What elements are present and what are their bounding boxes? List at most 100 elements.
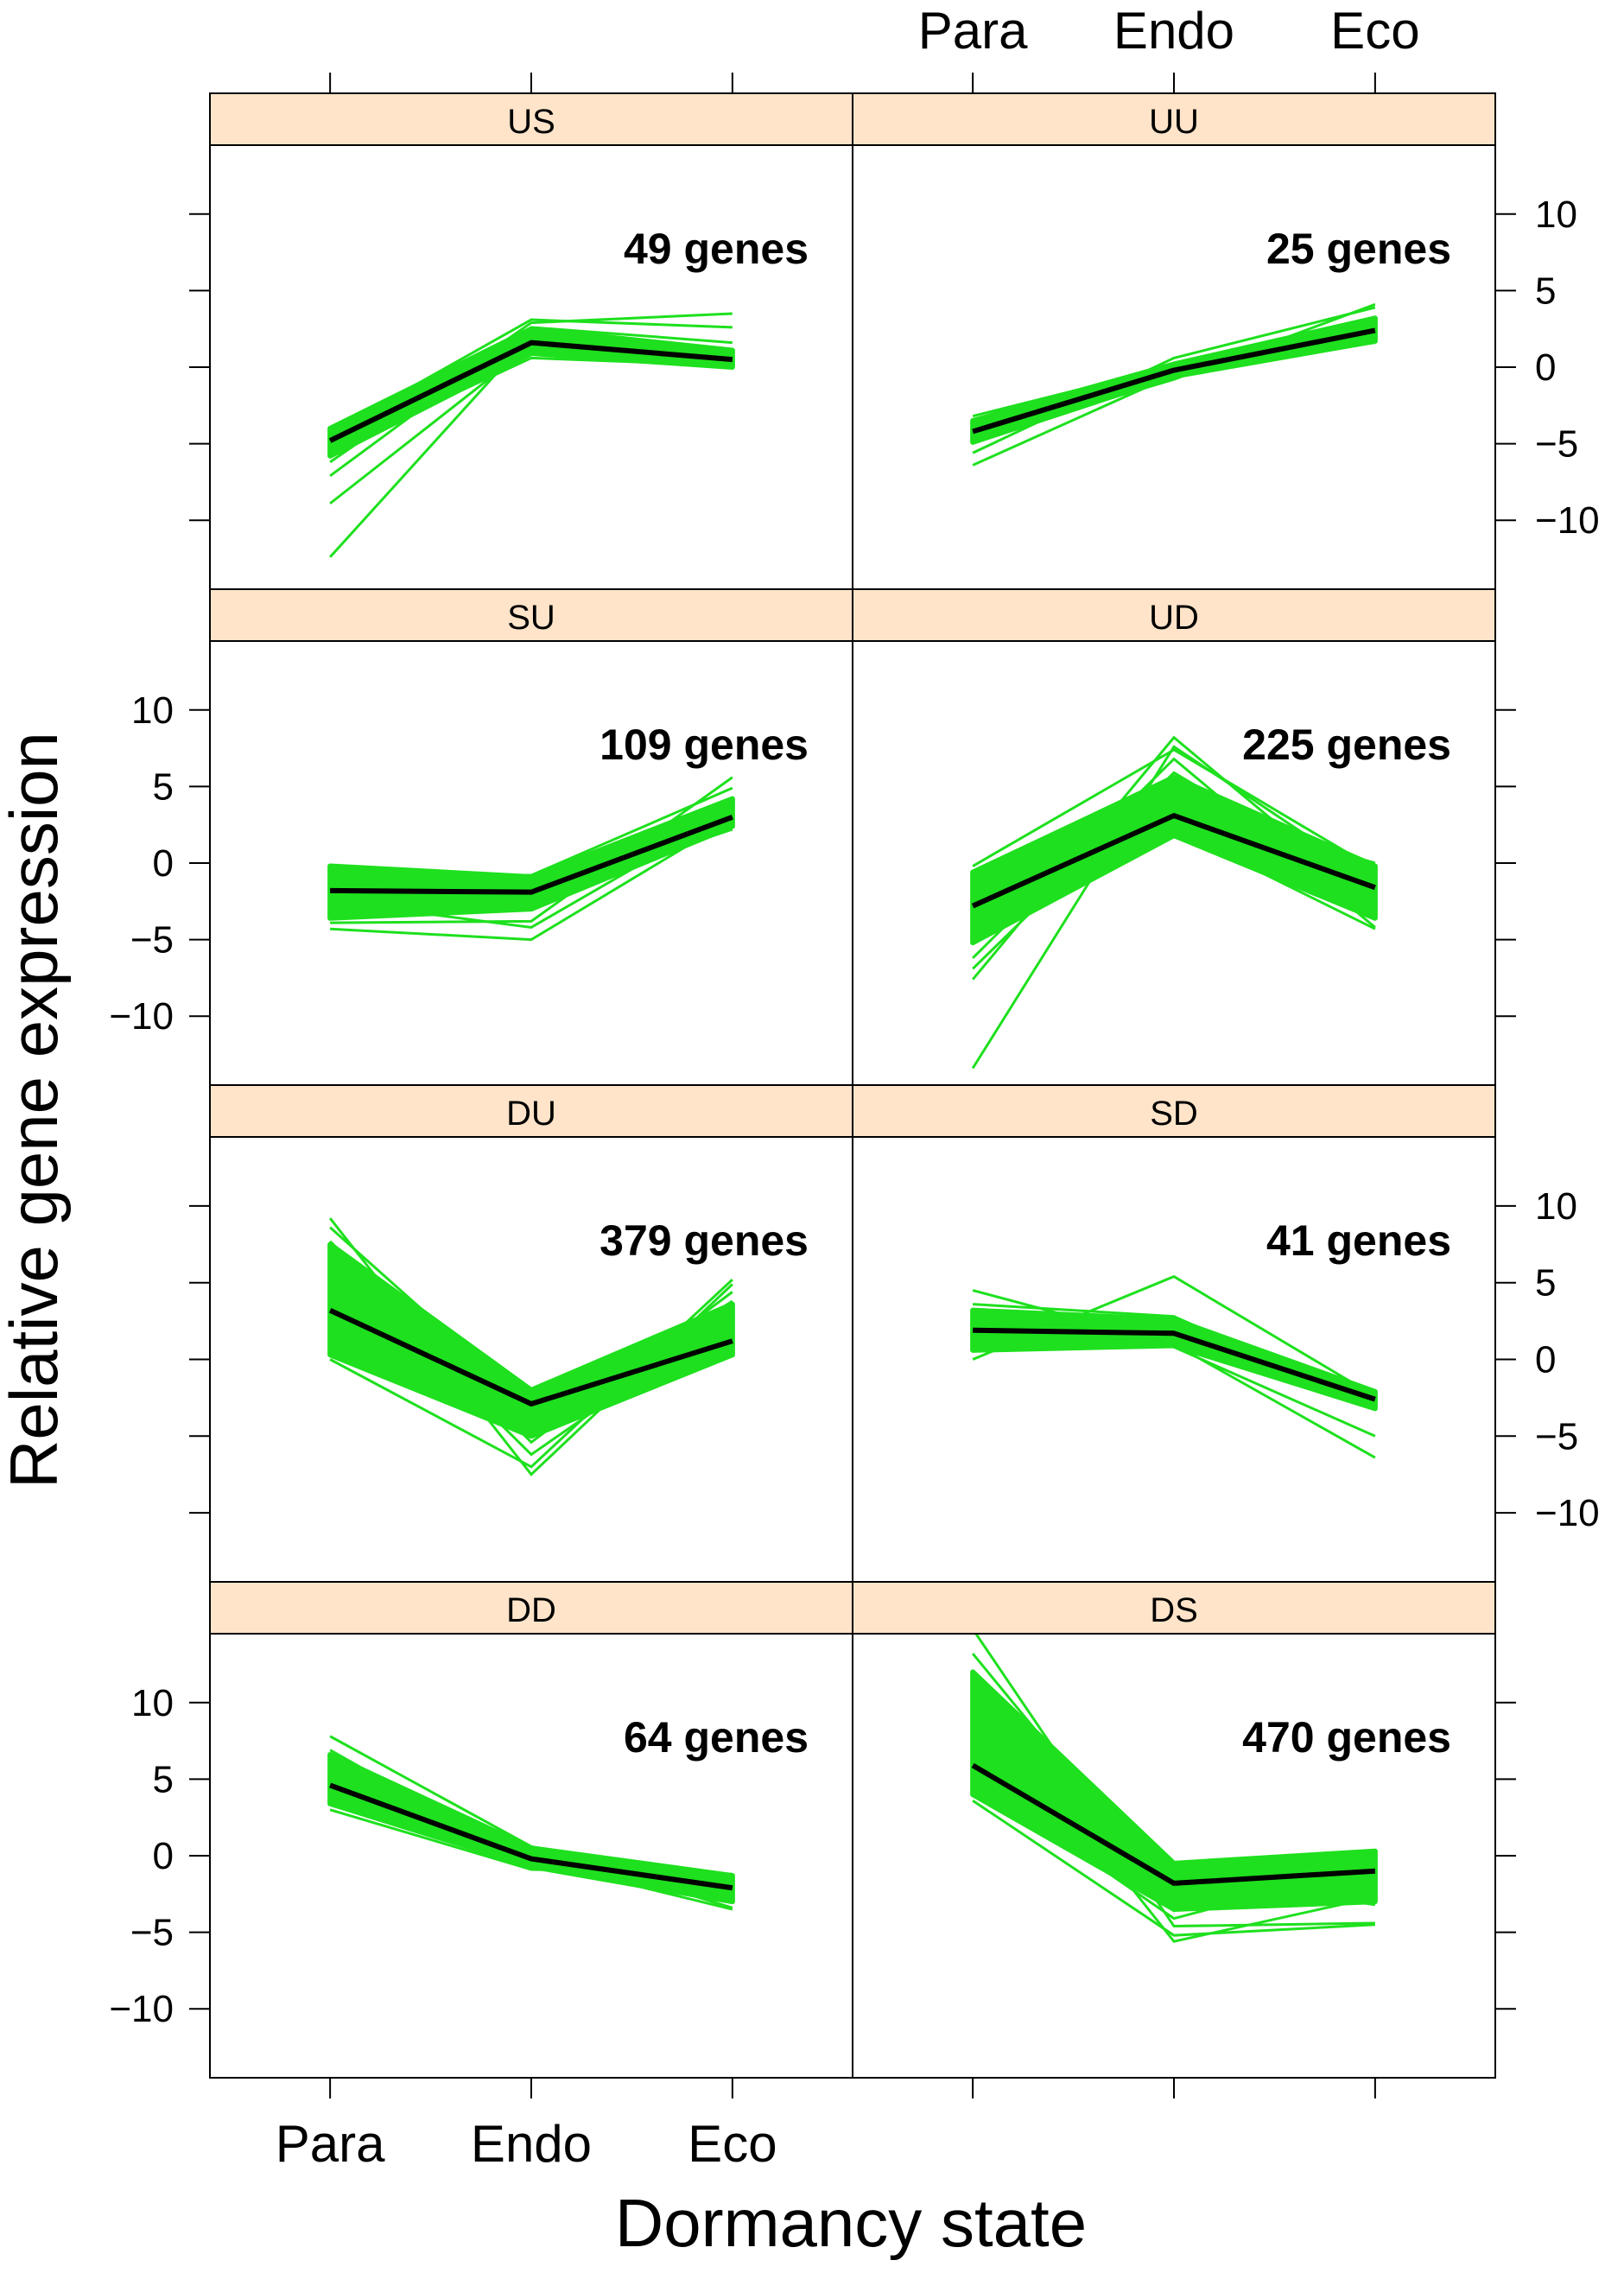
gene-count-DS: 470 genes (1242, 1713, 1451, 1762)
plot-area (970, 302, 1378, 467)
gene-line (971, 745, 1376, 1070)
gene-line (972, 341, 1376, 418)
strip-label-US: US (507, 103, 555, 141)
gene-line (971, 1653, 1376, 1901)
left-y-tick-label: −10 (109, 1988, 174, 2030)
gene-line (972, 748, 1376, 871)
right-y-tick-label: 0 (1535, 346, 1556, 389)
gene-count-UU: 25 genes (1266, 225, 1451, 273)
panel-SD: SD 41 genes (852, 1084, 1496, 1583)
gene-line (330, 817, 733, 942)
strip-label-UD: UD (1149, 599, 1199, 637)
strip-label-DD: DD (506, 1591, 556, 1629)
gene-line (972, 333, 1376, 467)
gene-line (329, 326, 733, 478)
gene-line (329, 332, 733, 430)
gene-line (329, 1768, 733, 1902)
gene-line (329, 1299, 733, 1432)
gene-band (327, 796, 735, 921)
gene-line (972, 1721, 1375, 1874)
mean-line (972, 327, 1376, 435)
panel-frame (209, 144, 853, 590)
strip-background (852, 1581, 1496, 1635)
gene-line (329, 810, 733, 929)
left-y-tick-label: 0 (153, 842, 174, 885)
x-axis-title: Dormancy state (615, 2185, 1087, 2261)
bottom-x-tick-label: Eco (688, 2115, 777, 2173)
strip-label-SD: SD (1150, 1095, 1198, 1133)
strip-label-DS: DS (1150, 1591, 1198, 1629)
gene-line (972, 757, 1376, 959)
panel-frame (852, 1633, 1496, 2079)
top-x-tick-label: Eco (1330, 2, 1419, 60)
left-y-tick-label: 10 (131, 1682, 174, 1724)
mean-line (971, 813, 1376, 909)
gene-line (974, 1634, 1375, 1928)
gene-line (972, 302, 1376, 441)
panel-US: US 49 genes (209, 73, 853, 590)
left-y-tick-label: −5 (130, 1912, 174, 1954)
mean-line (328, 340, 733, 443)
plot-area (327, 1735, 735, 1911)
panels-layer: US 49 genes UU 25 genes SU 109 genes UD 225 gen… (209, 73, 1496, 2098)
gene-line (330, 776, 733, 924)
strip-label-DU: DU (506, 1095, 556, 1133)
gene-line (329, 1240, 733, 1444)
panel-UD: UD 225 genes (852, 588, 1496, 1086)
gene-line (972, 771, 1376, 970)
right-y-tick-label: −5 (1535, 1415, 1578, 1457)
gene-band (327, 1752, 735, 1905)
gene-line (972, 828, 1376, 935)
gene-line (330, 786, 733, 877)
right-y-tick-label: 5 (1535, 270, 1556, 312)
gene-line (329, 344, 733, 505)
left-y-tick-label: 10 (131, 689, 174, 732)
strip-background (209, 1084, 853, 1138)
gene-line (972, 803, 1376, 921)
gene-count-DD: 64 genes (624, 1713, 809, 1762)
y-axis-title: Relative gene expression (0, 732, 72, 1489)
mean-line (971, 1762, 1376, 1886)
mean-line (330, 815, 733, 895)
left-y-tick-label: 0 (153, 1835, 174, 1877)
panel-UU: UU 25 genes (852, 73, 1496, 590)
gene-line (972, 1799, 1375, 1937)
gene-band (327, 1241, 735, 1439)
left-y-tick-label: −10 (109, 995, 174, 1038)
bottom-x-tick-label: Endo (471, 2115, 592, 2173)
gene-line (972, 1778, 1376, 1921)
gene-line (329, 828, 733, 898)
left-y-tick-label: 5 (153, 1758, 174, 1800)
gene-band (970, 774, 1378, 946)
mean-line (973, 1327, 1376, 1402)
panel-frame (852, 1136, 1496, 1583)
right-y-tick-label: −10 (1535, 1492, 1600, 1534)
gene-line (971, 1686, 1376, 1943)
left-y-tick-label: −5 (130, 919, 174, 962)
gene-line (329, 333, 733, 558)
strip-label-SU: SU (507, 599, 555, 637)
gene-line (329, 1808, 733, 1876)
gene-line (972, 784, 1376, 912)
gene-line (329, 312, 733, 464)
plot-area (327, 312, 735, 558)
right-y-tick-label: 10 (1535, 194, 1577, 236)
axes-layer: −10 −5 0 5 10 −10 −5 0 5 10 −10 −5 0 5 10 −10 −5 0 5 10 Para… (109, 2, 1599, 2173)
gene-line (329, 318, 733, 435)
strip-background (209, 92, 853, 146)
plot-area (327, 776, 735, 942)
gene-count-SD: 41 genes (1266, 1216, 1451, 1265)
strip-background (852, 1084, 1496, 1138)
panel-frame (852, 640, 1496, 1086)
gene-count-SU: 109 genes (599, 721, 809, 769)
gene-line (329, 356, 733, 453)
panel-SU: SU 109 genes (209, 588, 853, 1086)
panel-DU: DU 379 genes (209, 1084, 853, 1583)
plot-area (970, 735, 1378, 1070)
panel-frame (209, 640, 853, 1086)
gene-count-UD: 225 genes (1242, 721, 1451, 769)
strip-label-UU: UU (1149, 103, 1199, 141)
gene-line (972, 1705, 1376, 1907)
gene-line (328, 1217, 733, 1476)
mean-line (329, 1782, 733, 1891)
